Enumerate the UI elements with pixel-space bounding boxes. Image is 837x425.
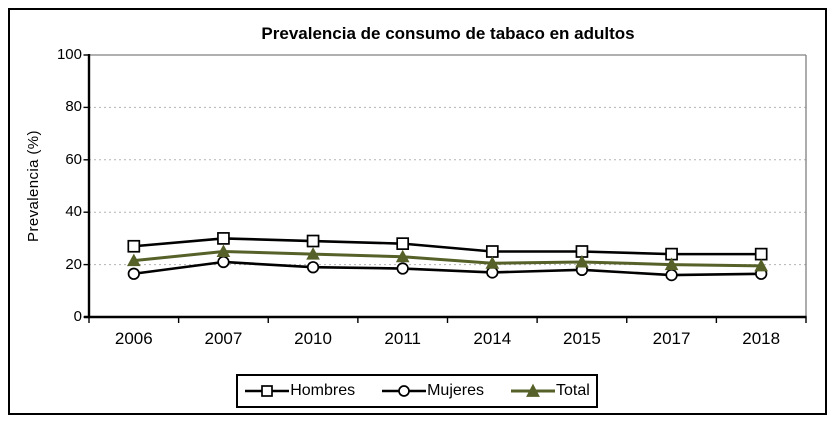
y-tick-label: 20 (65, 255, 82, 273)
legend-label: Mujeres (427, 382, 484, 399)
y-tick-label: 40 (65, 203, 82, 221)
x-tick-label: 2015 (563, 329, 601, 348)
triangle-marker (664, 257, 679, 271)
square-marker (306, 234, 320, 248)
circle-marker (127, 267, 140, 280)
square-marker (217, 232, 230, 245)
triangle-marker (485, 256, 500, 269)
series-markers-total (126, 244, 769, 272)
legend-marker-triangle-icon (511, 383, 555, 397)
x-tick-label: 2011 (384, 329, 421, 348)
circle-marker (306, 261, 320, 274)
legend-item-hombres: Hombres (244, 382, 355, 400)
y-tick-label: 100 (56, 46, 82, 63)
square-marker (754, 247, 768, 261)
plot-border (89, 54, 807, 317)
circle-marker (665, 268, 678, 282)
triangle-marker (216, 244, 231, 257)
legend-item-mujeres: Mujeres (381, 382, 484, 400)
y-tick-label: 60 (65, 150, 82, 168)
square-marker (396, 237, 410, 250)
chart-title: Prevalencia de consumo de tabaco en adul… (261, 24, 635, 43)
legend-label: Hombres (290, 382, 356, 399)
tick-marks (83, 54, 807, 323)
square-marker (485, 245, 499, 258)
x-tick-label: 2014 (473, 329, 512, 348)
circle-marker (217, 255, 230, 269)
legend-item-total: Total (510, 382, 590, 400)
axes (84, 54, 807, 319)
triangle-marker (395, 249, 410, 263)
series-markers-hombres (127, 232, 768, 261)
triangle-marker (306, 247, 320, 260)
circle-marker (396, 262, 409, 275)
series-line-total (133, 250, 762, 268)
series-line-mujeres (133, 260, 762, 277)
y-tick-label: 80 (65, 98, 82, 116)
legend-label: Total (556, 382, 590, 399)
x-tick-label: 2010 (294, 329, 332, 348)
x-tick-label: 2017 (652, 329, 691, 348)
legend-marker-circle-icon (382, 385, 427, 397)
y-tick-label: 0 (73, 308, 82, 325)
series-line-hombres (133, 237, 762, 256)
x-tick-label: 2018 (742, 329, 781, 348)
x-tick-label: 2007 (204, 329, 243, 348)
x-tick-label: 2006 (114, 329, 153, 348)
triangle-marker (754, 258, 769, 272)
triangle-marker (575, 254, 589, 268)
legend-marker-square-icon (245, 385, 290, 397)
triangle-marker (126, 253, 141, 267)
square-marker (127, 239, 141, 253)
figure-border (8, 8, 827, 415)
legend: Hombres Mujeres Total (236, 374, 598, 408)
